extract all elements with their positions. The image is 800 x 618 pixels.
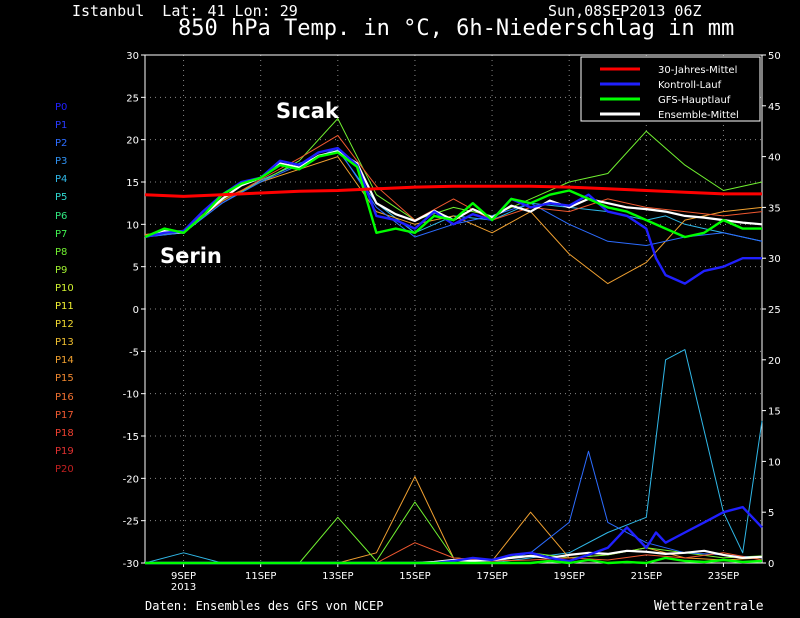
member-label: P14 <box>55 355 74 367</box>
member-label: P11 <box>55 301 74 313</box>
temp-line-p8 <box>144 118 763 237</box>
location-header: Istanbul Lat: 41 Lon: 29 <box>72 2 298 20</box>
member-label: P15 <box>55 373 74 385</box>
left-tick-label: -5 <box>129 347 139 358</box>
left-tick-label: -25 <box>123 517 139 528</box>
x-tick-label: 23SEP <box>708 571 739 582</box>
x-tick-label: 19SEP <box>553 571 584 582</box>
right-tick-label: 0 <box>768 559 774 570</box>
left-tick-label: 0 <box>133 305 139 316</box>
temp-line-p17 <box>144 134 763 236</box>
legend-label-30-jahres-mittel: 30-Jahres-Mittel <box>658 65 737 76</box>
data-source: Daten: Ensembles des GFS von NCEP <box>145 599 384 613</box>
right-tick-label: 20 <box>768 356 781 367</box>
member-label: P1 <box>55 120 68 132</box>
member-label: P9 <box>55 264 68 276</box>
member-label: P5 <box>55 192 68 204</box>
right-tick-label: 40 <box>768 153 781 164</box>
x-tick-sublabel: 2013 <box>171 582 196 593</box>
right-tick-label: 50 <box>768 51 781 62</box>
x-tick-label: 17SEP <box>476 571 507 582</box>
right-tick-label: 45 <box>768 102 781 113</box>
member-label: P0 <box>55 102 68 113</box>
member-label: P16 <box>55 391 74 403</box>
x-tick-label: 9SEP <box>171 571 196 582</box>
precip-line-p14 <box>145 476 763 564</box>
left-tick-label: -15 <box>123 432 139 443</box>
right-tick-label: 10 <box>768 457 781 468</box>
member-label: P8 <box>55 246 68 258</box>
member-label: P3 <box>55 156 68 168</box>
member-label: P18 <box>55 427 74 439</box>
plot-frame <box>144 54 763 564</box>
left-tick-label: 10 <box>126 220 139 231</box>
temp-line-p4 <box>144 149 763 242</box>
run-date-header: Sun,08SEP2013 06Z <box>548 2 702 20</box>
temp-line-p14 <box>144 156 763 285</box>
left-tick-label: 30 <box>126 51 139 62</box>
legend-label-ensemble-mittel: Ensemble-Mittel <box>658 110 739 121</box>
member-label: P13 <box>55 337 74 349</box>
left-tick-label: 15 <box>126 178 139 189</box>
x-tick-label: 13SEP <box>322 571 353 582</box>
member-label: P2 <box>55 138 68 150</box>
temp-line-30-jahres-mittel <box>144 184 762 198</box>
member-label: P10 <box>55 282 74 294</box>
member-list: P0 P1 P2 P3 P4 P5 P6 P7 P8 P9 P10 P11 P12 P13 P14 P15 P1… <box>55 102 74 483</box>
temp-line-gfs-hauptlauf <box>144 151 762 239</box>
brand-label: Wetterzentrale <box>654 599 764 614</box>
member-label: P19 <box>55 445 74 457</box>
left-tick-label: -30 <box>123 559 139 570</box>
left-tick-label: 25 <box>126 93 139 104</box>
member-label: P12 <box>55 319 74 331</box>
x-tick-label: 21SEP <box>631 571 662 582</box>
member-label: P20 <box>55 463 74 475</box>
right-tick-label: 15 <box>768 407 781 418</box>
precip-line-p4 <box>144 349 763 564</box>
annotation-warm: Sıcak <box>276 99 340 123</box>
precip-line-p2 <box>145 450 763 564</box>
right-tick-label: 30 <box>768 254 781 265</box>
temp-line-p2 <box>144 147 763 246</box>
legend-label-kontroll-lauf: Kontroll-Lauf <box>658 80 722 91</box>
precip-line-gfs-hauptlauf <box>145 556 763 565</box>
left-tick-label: 20 <box>126 136 139 147</box>
member-label: P4 <box>55 174 68 186</box>
right-tick-label: 25 <box>768 305 781 316</box>
left-tick-label: -20 <box>123 474 139 485</box>
right-tick-label: 5 <box>768 508 774 519</box>
legend-label-gfs-hauptlauf: GFS-Hauptlauf <box>658 95 731 106</box>
right-tick-label: 35 <box>768 203 781 214</box>
chart-title: 850 hPa Temp. in °C, 6h-Niederschlag in … <box>178 16 735 41</box>
x-tick-label: 11SEP <box>245 571 276 582</box>
x-tick-label: 15SEP <box>399 571 430 582</box>
member-label: P6 <box>55 210 68 222</box>
member-label: P17 <box>55 409 74 421</box>
annotation-cool: Serin <box>160 244 222 268</box>
left-tick-label: 5 <box>133 263 139 274</box>
left-tick-label: -10 <box>123 390 139 401</box>
member-label: P7 <box>55 228 68 240</box>
